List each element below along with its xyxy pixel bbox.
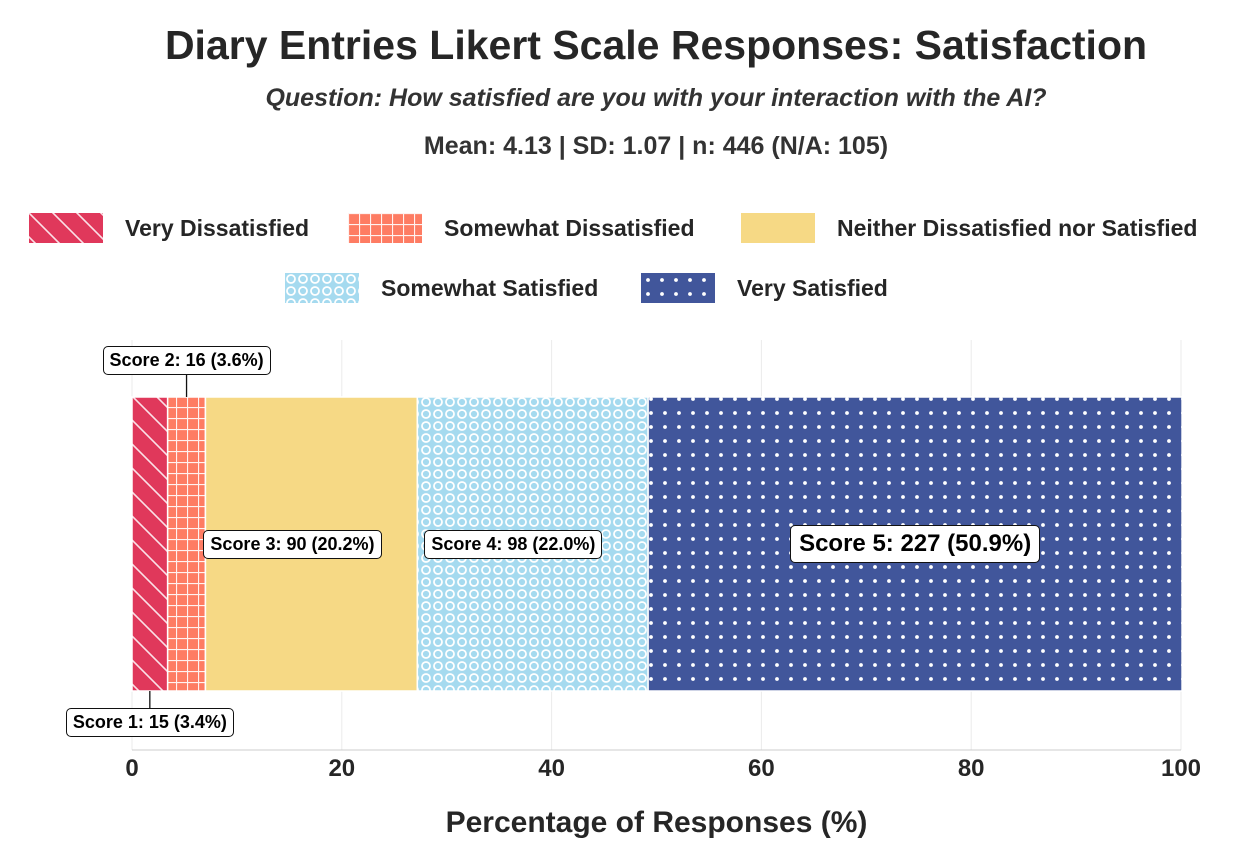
legend-item-somewhat-satisfied: Somewhat Satisfied (285, 272, 598, 304)
legend-swatch-very-satisfied (641, 273, 715, 303)
legend-swatch-very-dissatisfied (29, 213, 103, 243)
bar-segment-score-1 (131, 396, 169, 692)
legend-item-somewhat-dissatisfied: Somewhat Dissatisfied (348, 212, 695, 244)
x-tick-label-100: 100 (1160, 755, 1202, 782)
x-axis-label: Percentage of Responses (%) (445, 806, 868, 839)
legend-label-somewhat-satisfied: Somewhat Satisfied (381, 274, 599, 301)
legend-item-very-satisfied: Very Satisfied (641, 272, 888, 304)
legend-label-somewhat-dissatisfied: Somewhat Dissatisfied (444, 214, 695, 241)
summary-stats: Mean: 4.13 | SD: 1.07 | n: 446 (N/A: 105… (423, 132, 889, 160)
legend-label-very-satisfied: Very Satisfied (737, 274, 888, 301)
bar-segment-score-2 (166, 396, 207, 692)
x-tick-label-40: 40 (538, 755, 565, 782)
chart-title: Diary Entries Likert Scale Responses: Sa… (164, 22, 1148, 68)
data-label-score-2: Score 2: 16 (3.6%) (102, 346, 271, 375)
legend-swatch-somewhat-dissatisfied (348, 213, 422, 243)
data-label-score-3: Score 3: 90 (20.2%) (203, 529, 382, 559)
data-label-score-5: Score 5: 227 (50.9%) (790, 525, 1041, 563)
legend-swatch-somewhat-satisfied (285, 273, 359, 303)
legend-label-neither: Neither Dissatisfied nor Satisfied (837, 214, 1198, 241)
label-leaders (149, 375, 188, 708)
x-tick-label-80: 80 (957, 755, 985, 782)
x-tick-label-20: 20 (328, 755, 356, 782)
data-label-score-1: Score 1: 15 (3.4%) (65, 708, 234, 737)
data-label-score-4: Score 4: 98 (22.0%) (424, 529, 603, 559)
x-tick-label-60: 60 (748, 755, 775, 782)
legend-label-very-dissatisfied: Very Dissatisfied (125, 214, 310, 241)
legend-swatch-neither (741, 213, 815, 243)
legend-item-neither: Neither Dissatisfied nor Satisfied (741, 212, 1197, 244)
chart-subtitle: Question: How satisfied are you with you… (265, 84, 1047, 112)
x-tick-label-0: 0 (125, 755, 139, 782)
legend-item-very-dissatisfied: Very Dissatisfied (29, 212, 309, 244)
